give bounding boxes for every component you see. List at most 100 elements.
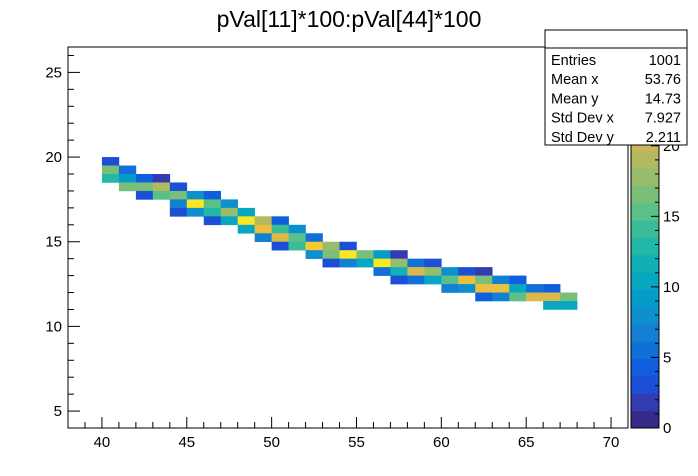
- heatmap-bin: [560, 301, 578, 310]
- palette-swatch: [631, 150, 659, 169]
- palette-swatch: [631, 168, 659, 186]
- palette-swatch: [631, 220, 659, 238]
- heatmap-bin: [509, 284, 527, 293]
- heatmap-bin: [424, 258, 442, 268]
- heatmap-bin: [271, 233, 289, 243]
- heatmap-bin: [322, 241, 340, 251]
- heatmap-bin: [152, 174, 171, 183]
- axes-layer: 40 45 50 55 60 65 70 5 10 15 20 25: [45, 46, 629, 451]
- palette-swatch: [631, 341, 659, 360]
- heatmap-bin: [288, 224, 306, 234]
- heatmap-bin: [305, 241, 323, 251]
- heatmap-bin: [339, 258, 357, 268]
- stats-box: Entries 1001 Mean x 53.76 Mean y 14.73 Std Dev…: [544, 29, 688, 146]
- z-tick-label: 5: [663, 349, 671, 366]
- heatmap-bin: [407, 275, 425, 285]
- palette-swatch: [631, 202, 659, 221]
- stats-label: Entries: [551, 53, 596, 69]
- x-tick-label: 45: [178, 434, 195, 451]
- heatmap-bin: [101, 157, 120, 166]
- heatmap-bin: [118, 165, 137, 175]
- heatmap-bin: [441, 284, 459, 293]
- heatmap-bin: [203, 216, 222, 226]
- heatmap-bin: [101, 174, 120, 183]
- heatmap-bin: [373, 250, 391, 259]
- heatmap-bin: [288, 233, 306, 243]
- plot-frame: [67, 46, 629, 429]
- heatmap-bin: [220, 216, 238, 226]
- heatmap-bin: [390, 275, 408, 285]
- heatmap-bin: [169, 207, 188, 217]
- heatmap-bin: [441, 275, 459, 285]
- palette-swatch: [631, 306, 659, 325]
- heatmap-bin: [203, 199, 222, 209]
- y-tick-label: 20: [45, 149, 62, 166]
- heatmap-bin: [152, 190, 171, 200]
- heatmap-bin: [101, 165, 120, 175]
- heatmap-bin: [271, 216, 289, 226]
- heatmap-bin: [339, 241, 357, 251]
- heatmap-bin: [186, 190, 205, 200]
- heatmap-bin: [509, 275, 527, 285]
- x-tick-label: 50: [263, 434, 280, 451]
- chart-title: pVal[11]*100:pVal[44]*100: [217, 6, 482, 32]
- palette-swatch: [631, 376, 659, 394]
- palette-swatch: [631, 324, 659, 342]
- y-tick-label: 10: [45, 318, 62, 335]
- stats-value: 7.927: [645, 111, 681, 127]
- stats-value: 53.76: [645, 72, 681, 88]
- heatmap-bin: [135, 182, 154, 192]
- heatmap-bin: [424, 267, 442, 276]
- heatmap-bin: [305, 250, 323, 259]
- heatmap-bin: [458, 267, 476, 276]
- heatmap-bin: [305, 233, 323, 243]
- heatmap-bin: [135, 174, 154, 183]
- heatmap-bin: [492, 292, 510, 302]
- heatmap-bin: [373, 267, 391, 276]
- heatmap-bin: [441, 267, 459, 276]
- heatmap-bin: [288, 241, 306, 251]
- heatmap-bin: [526, 292, 544, 302]
- heatmap-bin: [458, 275, 476, 285]
- y-tick-label: 15: [45, 234, 62, 251]
- heatmap-bin: [271, 224, 289, 234]
- heatmap-bin: [322, 258, 340, 268]
- palette-swatch: [631, 393, 659, 412]
- heatmap-bin: [356, 258, 374, 268]
- heatmap-bin: [169, 190, 188, 200]
- heatmap-bin: [475, 284, 493, 293]
- stats-label: Mean x: [551, 72, 599, 88]
- x-tick-label: 65: [518, 434, 535, 451]
- palette-swatch: [631, 237, 659, 256]
- palette-swatch: [631, 289, 659, 308]
- heatmap-bin: [203, 190, 222, 200]
- z-tick-label: 15: [663, 208, 680, 225]
- heatmap-bin: [118, 174, 137, 183]
- heatmap-bin: [475, 275, 493, 285]
- heatmap-bin: [152, 182, 171, 192]
- heatmap-bin: [254, 233, 272, 243]
- heatmap-bin: [322, 250, 340, 259]
- palette-swatch: [631, 410, 659, 429]
- heatmap-bin: [543, 301, 561, 310]
- heatmap-bin: [237, 216, 255, 226]
- heatmap-bin: [424, 275, 442, 285]
- palette-swatch: [631, 272, 659, 290]
- heatmap-bin: [390, 267, 408, 276]
- heatmap-bin: [543, 284, 561, 293]
- heatmap-bin: [169, 199, 188, 209]
- heatmap-bin: [237, 224, 255, 234]
- heatmap-bin: [492, 275, 510, 285]
- heatmap-bin: [526, 284, 544, 293]
- y-tick-label: 25: [45, 64, 62, 81]
- heatmap-bin: [407, 267, 425, 276]
- heatmap-bin: [509, 292, 527, 302]
- z-tick-label: 0: [663, 420, 671, 437]
- stats-label: Mean y: [551, 91, 599, 107]
- heatmap-bin: [356, 250, 374, 259]
- heatmap-bin: [169, 182, 188, 192]
- x-tick-label: 60: [433, 434, 450, 451]
- stats-value: 2.211: [646, 130, 681, 146]
